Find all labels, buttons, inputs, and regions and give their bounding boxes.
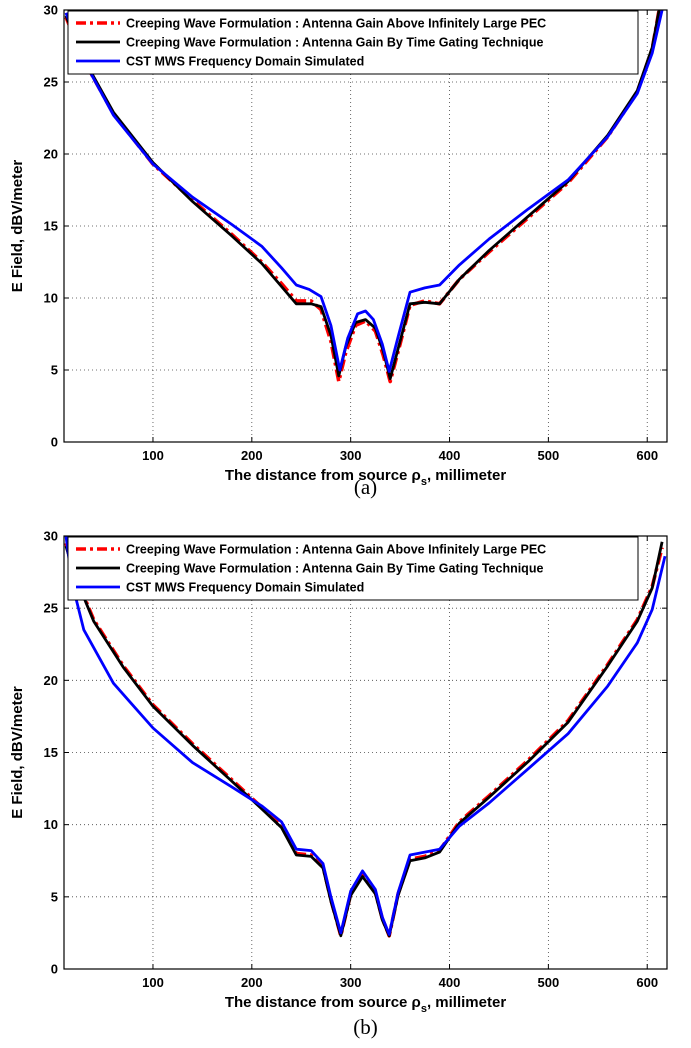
legend-entry-1: Creeping Wave Formulation : Antenna Gain… bbox=[126, 543, 546, 557]
legend: Creeping Wave Formulation : Antenna Gain… bbox=[67, 10, 639, 75]
series-line-2 bbox=[64, 10, 661, 381]
series-line-3 bbox=[64, 536, 667, 936]
series-line-3 bbox=[64, 10, 664, 373]
y-tick-label: 30 bbox=[44, 3, 58, 18]
x-axis-label: The distance from source ρs, millimeter bbox=[225, 994, 506, 1015]
y-axis-label: E Field, dBV/meter bbox=[9, 160, 26, 293]
x-tick-label: 400 bbox=[439, 448, 461, 463]
y-tick-label: 25 bbox=[44, 601, 58, 616]
y-tick-label: 15 bbox=[44, 219, 58, 234]
legend-entry-2: Creeping Wave Formulation : Antenna Gain… bbox=[126, 562, 543, 576]
x-tick-label: 400 bbox=[439, 975, 461, 990]
y-tick-label: 25 bbox=[44, 75, 58, 90]
x-tick-label: 600 bbox=[636, 448, 658, 463]
y-tick-label: 20 bbox=[44, 673, 58, 688]
x-axis-label: The distance from source ρs, millimeter bbox=[225, 467, 506, 488]
x-tick-label: 300 bbox=[340, 975, 362, 990]
y-tick-label: 15 bbox=[44, 745, 58, 760]
y-axis-label: E Field, dBV/meter bbox=[9, 686, 26, 819]
y-tick-label: 20 bbox=[44, 147, 58, 162]
legend-entry-3: CST MWS Frequency Domain Simulated bbox=[126, 55, 364, 69]
x-tick-label: 600 bbox=[636, 975, 658, 990]
figure-caption: (b) bbox=[353, 1015, 378, 1039]
chart-a: 100 200 300 400 500 600 0 5 10 15 20 25 30 E Field, d… bbox=[9, 3, 668, 499]
y-tick-label: 0 bbox=[51, 435, 58, 450]
x-tick-label: 100 bbox=[142, 975, 164, 990]
x-tick-label: 200 bbox=[241, 448, 263, 463]
legend-box bbox=[67, 10, 639, 75]
legend: Creeping Wave Formulation : Antenna Gain… bbox=[67, 536, 639, 601]
x-tick-label: 500 bbox=[538, 975, 560, 990]
y-tick-label: 30 bbox=[44, 529, 58, 544]
y-tick-label: 10 bbox=[44, 291, 58, 306]
y-tick-label: 0 bbox=[51, 962, 58, 977]
chart-b: 100 200 300 400 500 600 0 5 10 15 20 25 30 E Field, d… bbox=[9, 529, 668, 1039]
legend-entry-1: Creeping Wave Formulation : Antenna Gain… bbox=[126, 17, 546, 31]
series-line-2 bbox=[64, 541, 664, 938]
figure-caption: (a) bbox=[354, 475, 377, 499]
legend-entry-3: CST MWS Frequency Domain Simulated bbox=[126, 581, 364, 595]
y-tick-label: 10 bbox=[44, 817, 58, 832]
x-tick-label: 300 bbox=[340, 448, 362, 463]
legend-box bbox=[67, 536, 639, 601]
x-tick-label: 100 bbox=[142, 448, 164, 463]
x-tick-label: 500 bbox=[538, 448, 560, 463]
legend-entry-2: Creeping Wave Formulation : Antenna Gain… bbox=[126, 36, 543, 50]
x-tick-label: 200 bbox=[241, 975, 263, 990]
y-tick-label: 5 bbox=[51, 363, 58, 378]
y-tick-label: 5 bbox=[51, 889, 58, 904]
